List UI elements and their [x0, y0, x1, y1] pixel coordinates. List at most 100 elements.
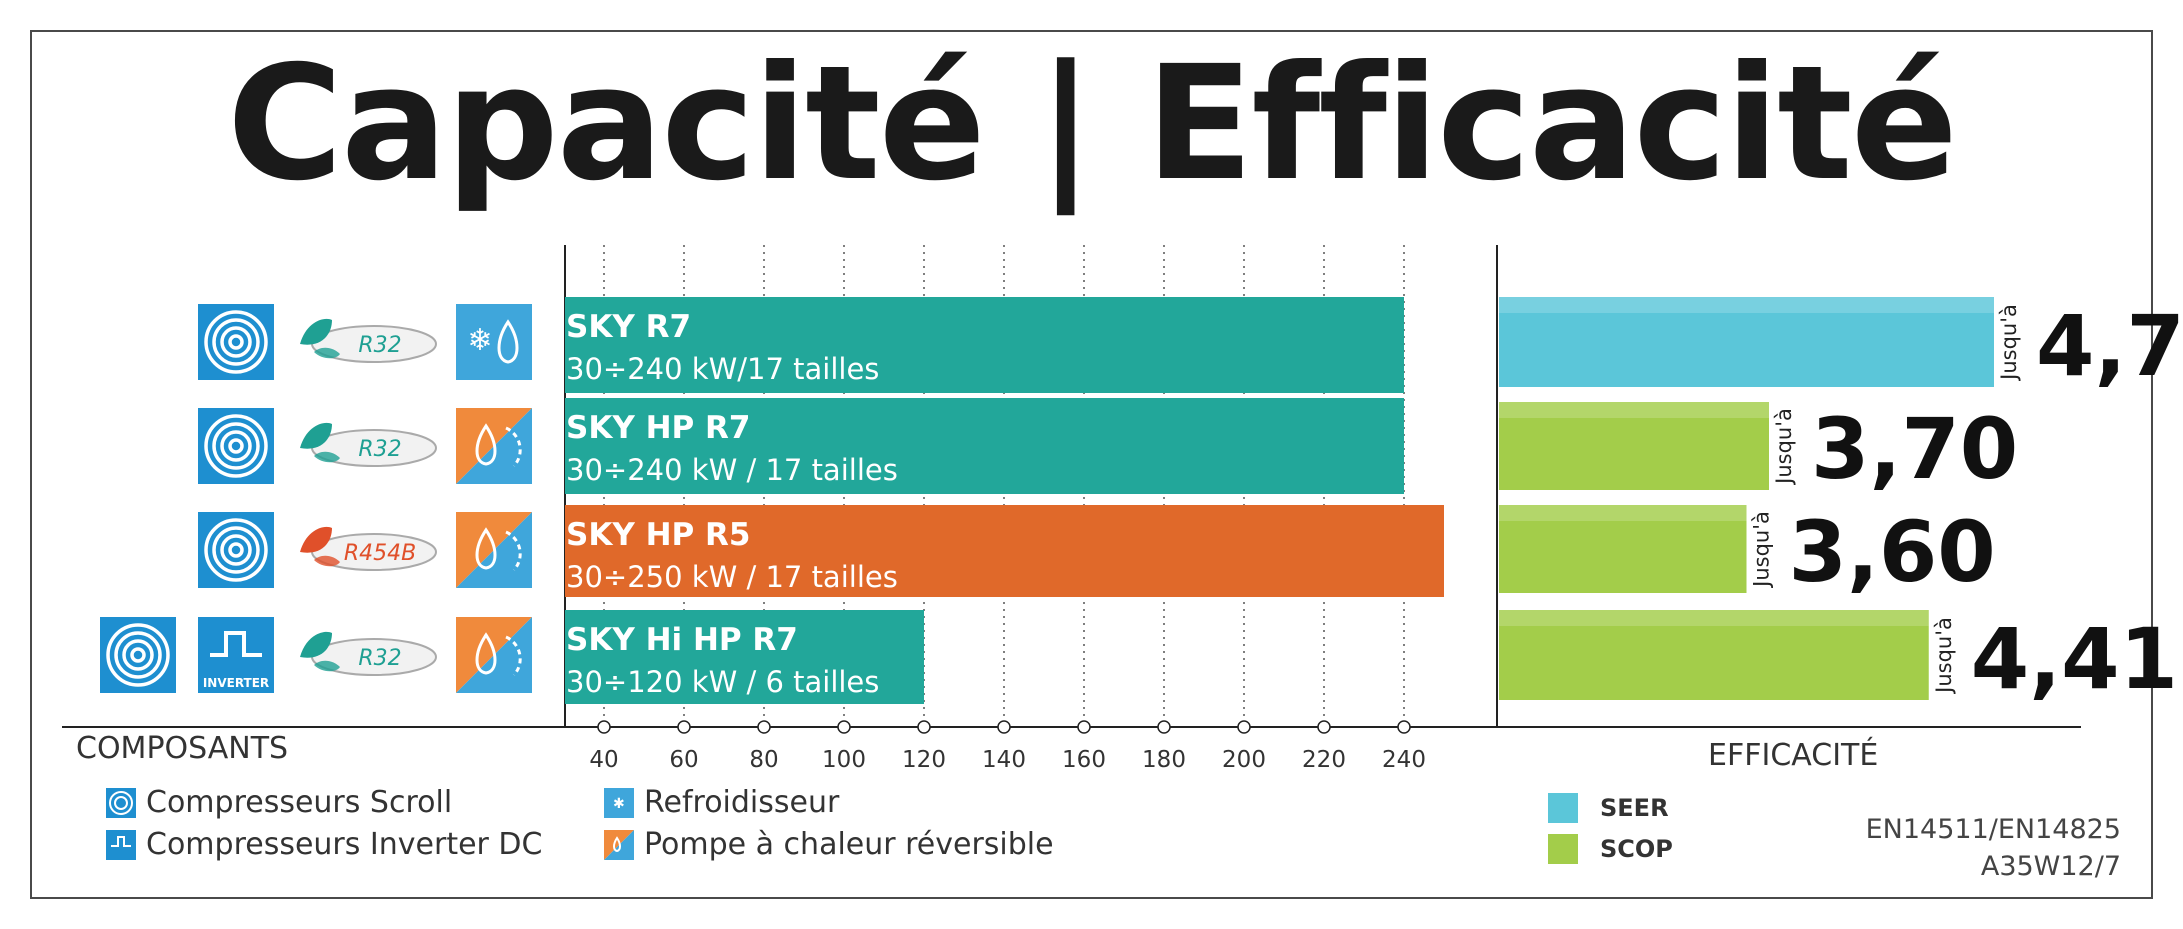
refrigerant-label: R32 [358, 646, 401, 671]
icon-wave [210, 631, 262, 657]
cycle-arrow-icon [505, 635, 522, 677]
icon-ring [220, 534, 252, 566]
icon-bg [456, 304, 532, 380]
refrigerant-leaf [314, 451, 340, 463]
tick-label: 40 [589, 747, 618, 773]
heat-pump-icon [456, 512, 532, 588]
capacity-bar [565, 297, 1404, 393]
standards-label: EN14511/EN14825 [1865, 814, 2121, 845]
tick-label: 240 [1382, 747, 1426, 773]
icon-bg [198, 304, 274, 380]
upto-label: Jusqu'à [1997, 304, 2021, 382]
refrigerant-leaf [314, 555, 340, 567]
capacity-bar [565, 398, 1404, 494]
tick-marker [1317, 720, 1331, 734]
scroll-compressor-icon [198, 512, 274, 588]
page-title: Capacité | Efficacité [227, 32, 1958, 216]
icon-ring [212, 318, 260, 366]
icon-ring [204, 518, 268, 582]
composants-label: COMPOSANTS [76, 731, 289, 766]
tick-marker [677, 720, 691, 734]
refrigerant-leaf [314, 660, 340, 672]
efficiency-bar-highlight [1499, 297, 1994, 313]
tick-label: 220 [1302, 747, 1346, 773]
icon-bg [198, 512, 274, 588]
heat-pump-icon [456, 617, 532, 693]
drop-icon [497, 319, 519, 364]
tick-marker [757, 720, 771, 734]
refrigerant-icon: R32 [300, 318, 437, 363]
tick-marker [1397, 720, 1411, 734]
efficiency-value-label: 4,41 [1971, 610, 2178, 708]
efficiency-axis-label: EFFICACITÉ [1708, 738, 1879, 773]
legend-seer: SEER [1548, 793, 1669, 823]
refrigerant-leaf [300, 631, 332, 658]
tick-label: 60 [669, 747, 698, 773]
legend-scroll-label: Compresseurs Scroll [146, 785, 453, 820]
drop-icon [475, 527, 497, 570]
heat-pump-icon [456, 408, 532, 484]
refrigerant-label: R32 [358, 333, 401, 358]
legend-heat-pump: Pompe à chaleur réversible [604, 827, 1054, 862]
icon-bg [198, 408, 274, 484]
scroll-compressor-icon [106, 787, 136, 818]
legend-heat-pump-label: Pompe à chaleur réversible [644, 827, 1054, 862]
legend-inverter: Compresseurs Inverter DC [106, 827, 542, 862]
efficiency-bar [1499, 505, 1747, 593]
tick-label: 120 [902, 747, 946, 773]
legend-scroll: Compresseurs Scroll [106, 785, 452, 820]
tick-marker [837, 720, 851, 734]
scroll-compressor-icon [198, 408, 274, 484]
drop-icon [475, 423, 497, 466]
refrigerant-leaf [300, 422, 332, 449]
tick-label: 160 [1062, 747, 1106, 773]
inverter-icon [106, 829, 136, 860]
legend-inverter-label: Compresseurs Inverter DC [146, 827, 543, 862]
upto-label: Jusqu'à [1932, 617, 1956, 695]
icon-ring [228, 438, 244, 454]
refrigerant-leaf [314, 347, 340, 359]
efficiency-bar [1499, 402, 1769, 490]
tick-marker [1157, 720, 1171, 734]
bar-model-label: SKY Hi HP R7 [566, 622, 798, 658]
bar-model-label: SKY HP R5 [566, 517, 751, 553]
icon-ring [212, 422, 260, 470]
efficiency-value-label: 4,70 [2036, 297, 2183, 395]
icon-ring [228, 334, 244, 350]
icon-ring [212, 526, 260, 574]
icon-ring [220, 326, 252, 358]
inverter-icon: INVERTER [198, 617, 274, 693]
legend-scop-label: SCOP [1600, 835, 1673, 863]
efficiency-bar [1499, 610, 1929, 700]
snowflake-icon: ❄ [467, 323, 492, 358]
heat-pump-icon [604, 829, 634, 860]
refrigerant-icon: R32 [300, 631, 437, 676]
bar-range-label: 30÷250 kW / 17 tailles [566, 560, 898, 594]
icon-ring [204, 414, 268, 478]
refrigerant-leaf [300, 526, 332, 553]
efficiency-bar [1499, 297, 1994, 387]
icon-ring [220, 430, 252, 462]
inverter-icon-label: INVERTER [203, 676, 269, 690]
svg-text:✱: ✱ [613, 796, 625, 812]
efficiency-bar-highlight [1499, 505, 1747, 521]
chiller-icon: ✱ [604, 787, 634, 818]
scop-swatch [1548, 834, 1578, 864]
bar-range-label: 30÷120 kW / 6 tailles [566, 665, 879, 699]
refrigerant-icon: R32 [300, 422, 437, 467]
icon-ring [106, 623, 170, 687]
icon-ring [204, 310, 268, 374]
tick-marker [597, 720, 611, 734]
legend-chiller: ✱ Refroidisseur [604, 785, 839, 820]
cycle-arrow-icon [505, 530, 522, 572]
refrigerant-leaf [300, 318, 332, 345]
icon-ring [122, 639, 154, 671]
cycle-arrow-icon [505, 426, 522, 468]
capacity-bar [565, 505, 1444, 597]
code-label: A35W12/7 [1980, 851, 2121, 882]
scroll-compressor-icon [100, 617, 176, 693]
legend-chiller-label: Refroidisseur [644, 785, 840, 820]
icon-ring [114, 631, 162, 679]
tick-label: 140 [982, 747, 1026, 773]
icon-ring [228, 542, 244, 558]
